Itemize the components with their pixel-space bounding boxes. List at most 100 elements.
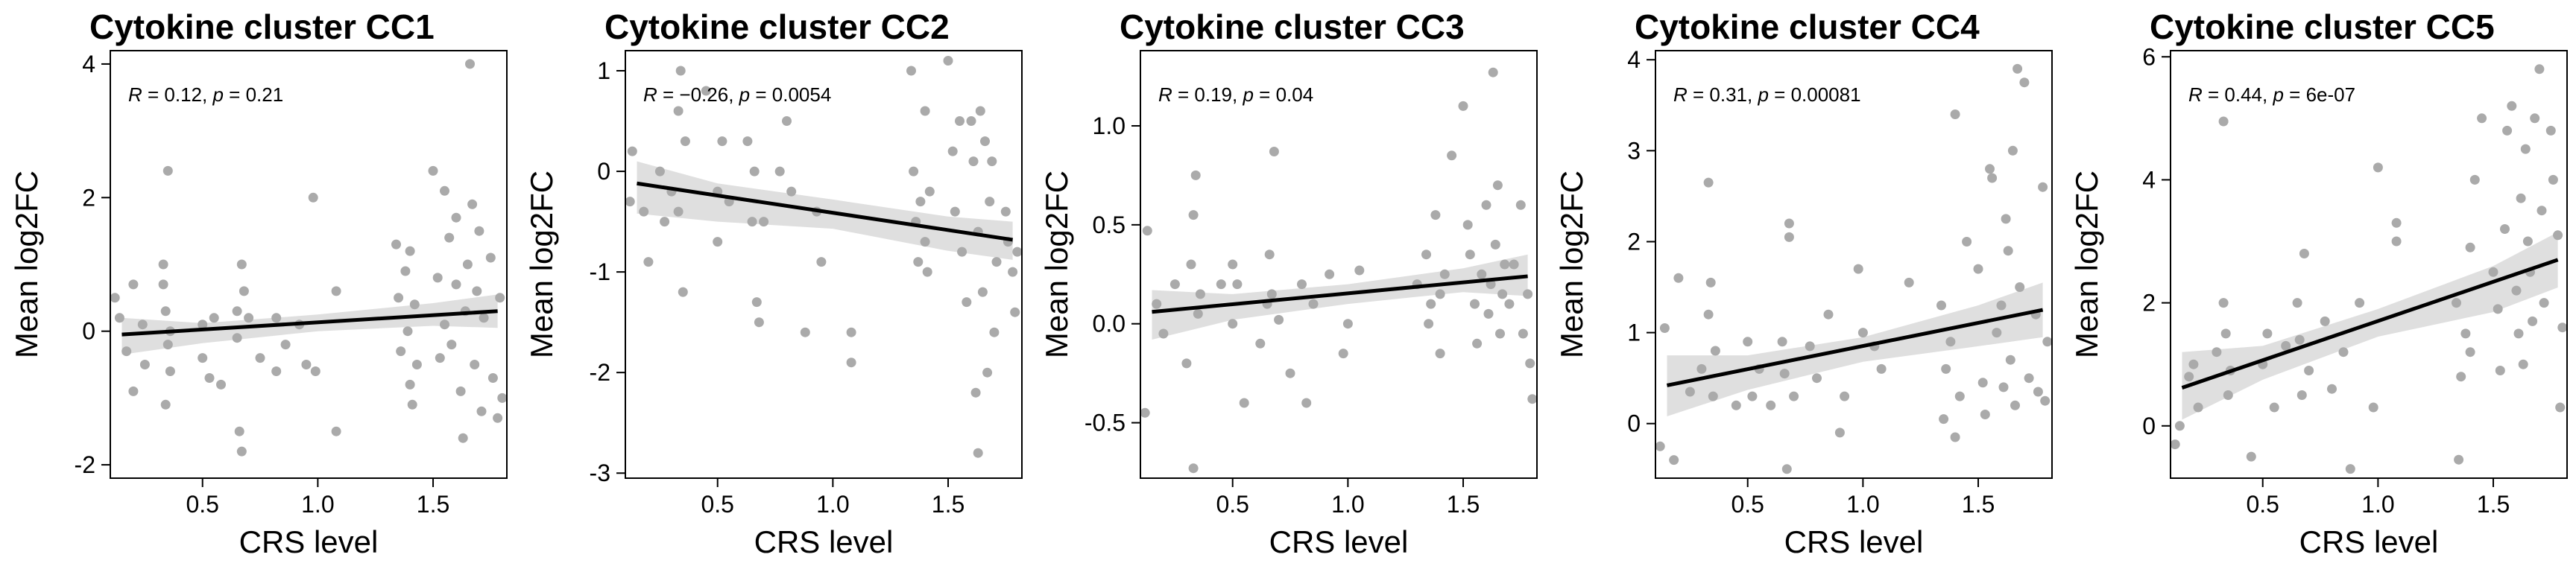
chart-svg: Cytokine cluster CC1 R = 0.12, p = 0.21 0.… [9, 7, 508, 559]
data-point [1950, 432, 1960, 442]
data-point [467, 199, 478, 209]
data-point [924, 186, 935, 197]
data-point [2174, 421, 2185, 431]
data-point [1509, 259, 1519, 270]
data-point [470, 360, 480, 369]
chart-title: Cytokine cluster CC2 [604, 7, 950, 46]
data-point [1980, 410, 1990, 419]
data-point [749, 166, 760, 177]
regression-line [1152, 274, 1528, 314]
p-value: = 0.00081 [1769, 83, 1861, 106]
data-point [308, 192, 318, 203]
plot-frame [110, 50, 508, 479]
data-point [2262, 328, 2273, 339]
data-point [2345, 464, 2355, 474]
data-point [232, 333, 242, 343]
data-point [497, 393, 508, 403]
chart-panel-cc4: Cytokine cluster CC4 R = 0.31, p = 0.0008… [1545, 0, 2060, 572]
data-point [1430, 210, 1441, 220]
data-point [1012, 247, 1023, 257]
x-tick-label: 1.5 [1447, 491, 1480, 518]
data-point [1140, 407, 1150, 418]
data-point [1424, 319, 1434, 329]
data-point [639, 206, 649, 217]
p-symbol: p [739, 83, 750, 106]
y-tick-label: 1 [1627, 320, 1641, 346]
data-point [1495, 328, 1505, 339]
data-point [2520, 144, 2531, 154]
data-point [970, 387, 981, 398]
data-point [1465, 250, 1475, 260]
data-point [400, 266, 411, 276]
data-point [1181, 358, 1192, 369]
data-point [1269, 147, 1279, 156]
data-point [2355, 298, 2365, 308]
data-point [493, 413, 503, 423]
data-point [846, 327, 856, 337]
data-point [1008, 267, 1018, 277]
data-point [198, 320, 208, 330]
chart-title: Cytokine cluster CC5 [2150, 7, 2495, 46]
data-point [1669, 455, 1679, 465]
data-point [1779, 369, 1790, 379]
data-point [1789, 391, 1799, 401]
chart-panel-cc2: Cytokine cluster CC2 R = −0.26, p = 0.005… [515, 0, 1030, 572]
data-point [409, 299, 420, 310]
data-point [1158, 328, 1169, 339]
x-tick-label: 1.5 [2477, 491, 2510, 518]
data-point [2516, 193, 2526, 203]
data-point [2518, 359, 2528, 369]
y-tick-label: 2 [82, 184, 95, 211]
data-point [1500, 259, 1510, 270]
data-point [1193, 308, 1203, 319]
data-point [2188, 359, 2199, 369]
data-point [1186, 259, 1196, 270]
plot-frame [625, 50, 1023, 479]
y-tick-label: 2 [1627, 228, 1641, 255]
data-point [1264, 250, 1275, 260]
data-point [1169, 279, 1180, 290]
data-point [1766, 400, 1776, 410]
data-point [1447, 150, 1457, 161]
data-point [943, 56, 953, 66]
data-point [487, 373, 498, 383]
chart-svg: Cytokine cluster CC2 R = −0.26, p = 0.005… [524, 7, 1023, 559]
data-point [2010, 400, 2020, 410]
data-point [2024, 373, 2034, 384]
data-point [331, 426, 341, 436]
data-point [1228, 259, 1238, 270]
data-point [1857, 328, 1868, 338]
data-point [2391, 236, 2402, 247]
data-point [2391, 217, 2402, 228]
data-point [137, 320, 148, 330]
data-point [2539, 298, 2549, 308]
data-point [1488, 67, 1498, 77]
x-tick-label: 1.0 [2361, 491, 2394, 518]
data-point [2513, 328, 2524, 339]
data-point [2528, 316, 2538, 326]
data-point [909, 166, 919, 177]
data-point [2001, 214, 2011, 224]
data-point [432, 273, 443, 283]
data-point [1426, 299, 1436, 309]
data-point [654, 166, 665, 177]
regression-line [2181, 258, 2559, 390]
data-point [2281, 340, 2291, 351]
data-point [643, 257, 654, 267]
data-point [2184, 372, 2194, 382]
data-point [1985, 164, 1995, 174]
data-point [625, 197, 635, 207]
x-tick-label: 0.5 [2246, 491, 2279, 518]
x-tick-label: 0.5 [186, 491, 218, 518]
data-point [2465, 347, 2475, 358]
data-point [1274, 314, 1284, 325]
data-point [1255, 338, 1266, 349]
data-point [675, 66, 686, 76]
data-point [1515, 200, 1526, 210]
chart-panel-cc1: Cytokine cluster CC1 R = 0.12, p = 0.21 0.… [0, 0, 515, 572]
data-point [1659, 323, 1670, 333]
y-tick-label: 0.5 [1093, 212, 1126, 238]
data-point [2465, 242, 2475, 252]
data-point [2493, 304, 2503, 314]
data-point [2488, 267, 2498, 277]
